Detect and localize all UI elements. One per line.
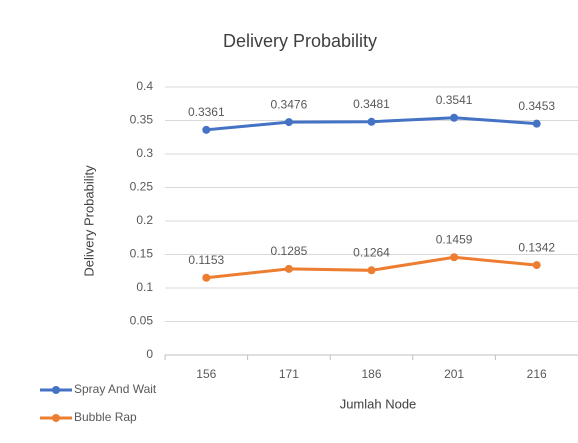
data-point	[284, 264, 293, 273]
data-label: 0.3541	[436, 93, 473, 107]
data-label: 0.3453	[518, 99, 555, 113]
y-tick-label: 0.3	[136, 146, 153, 160]
data-label: 0.3476	[271, 97, 308, 111]
data-label: 0.1285	[271, 244, 308, 258]
legend-label: Bubble Rap	[74, 410, 137, 424]
x-tick-label: 216	[527, 367, 547, 381]
y-tick-label: 0.15	[130, 247, 154, 261]
legend-marker	[52, 414, 60, 422]
data-label: 0.1459	[436, 232, 473, 246]
data-point	[532, 261, 541, 270]
y-tick-label: 0.25	[130, 180, 154, 194]
data-point	[367, 117, 376, 126]
data-label: 0.1342	[518, 240, 555, 254]
data-point	[202, 273, 211, 282]
x-tick-label: 171	[279, 367, 299, 381]
x-axis-title: Jumlah Node	[340, 396, 417, 411]
data-label: 0.3361	[188, 105, 225, 119]
data-point	[202, 125, 211, 134]
x-tick-label: 186	[361, 367, 381, 381]
x-tick-label: 156	[196, 367, 216, 381]
y-tick-label: 0	[146, 347, 153, 361]
data-point	[367, 266, 376, 275]
data-point	[284, 118, 293, 127]
y-tick-label: 0.1	[136, 280, 153, 294]
x-tick-label: 201	[444, 367, 464, 381]
chart-title: Delivery Probability	[223, 31, 377, 51]
legend-marker	[52, 386, 60, 394]
data-point	[532, 119, 541, 128]
y-tick-label: 0.4	[136, 79, 153, 93]
data-point	[450, 253, 459, 262]
y-tick-label: 0.35	[130, 113, 154, 127]
legend-label: Spray And Wait	[74, 382, 157, 396]
data-label: 0.3481	[353, 97, 390, 111]
y-tick-label: 0.2	[136, 213, 153, 227]
data-label: 0.1153	[188, 253, 224, 267]
y-tick-label: 0.05	[130, 314, 154, 328]
data-point	[450, 113, 459, 122]
y-axis-title: Delivery Probability	[81, 165, 96, 277]
data-label: 0.1264	[353, 245, 390, 259]
